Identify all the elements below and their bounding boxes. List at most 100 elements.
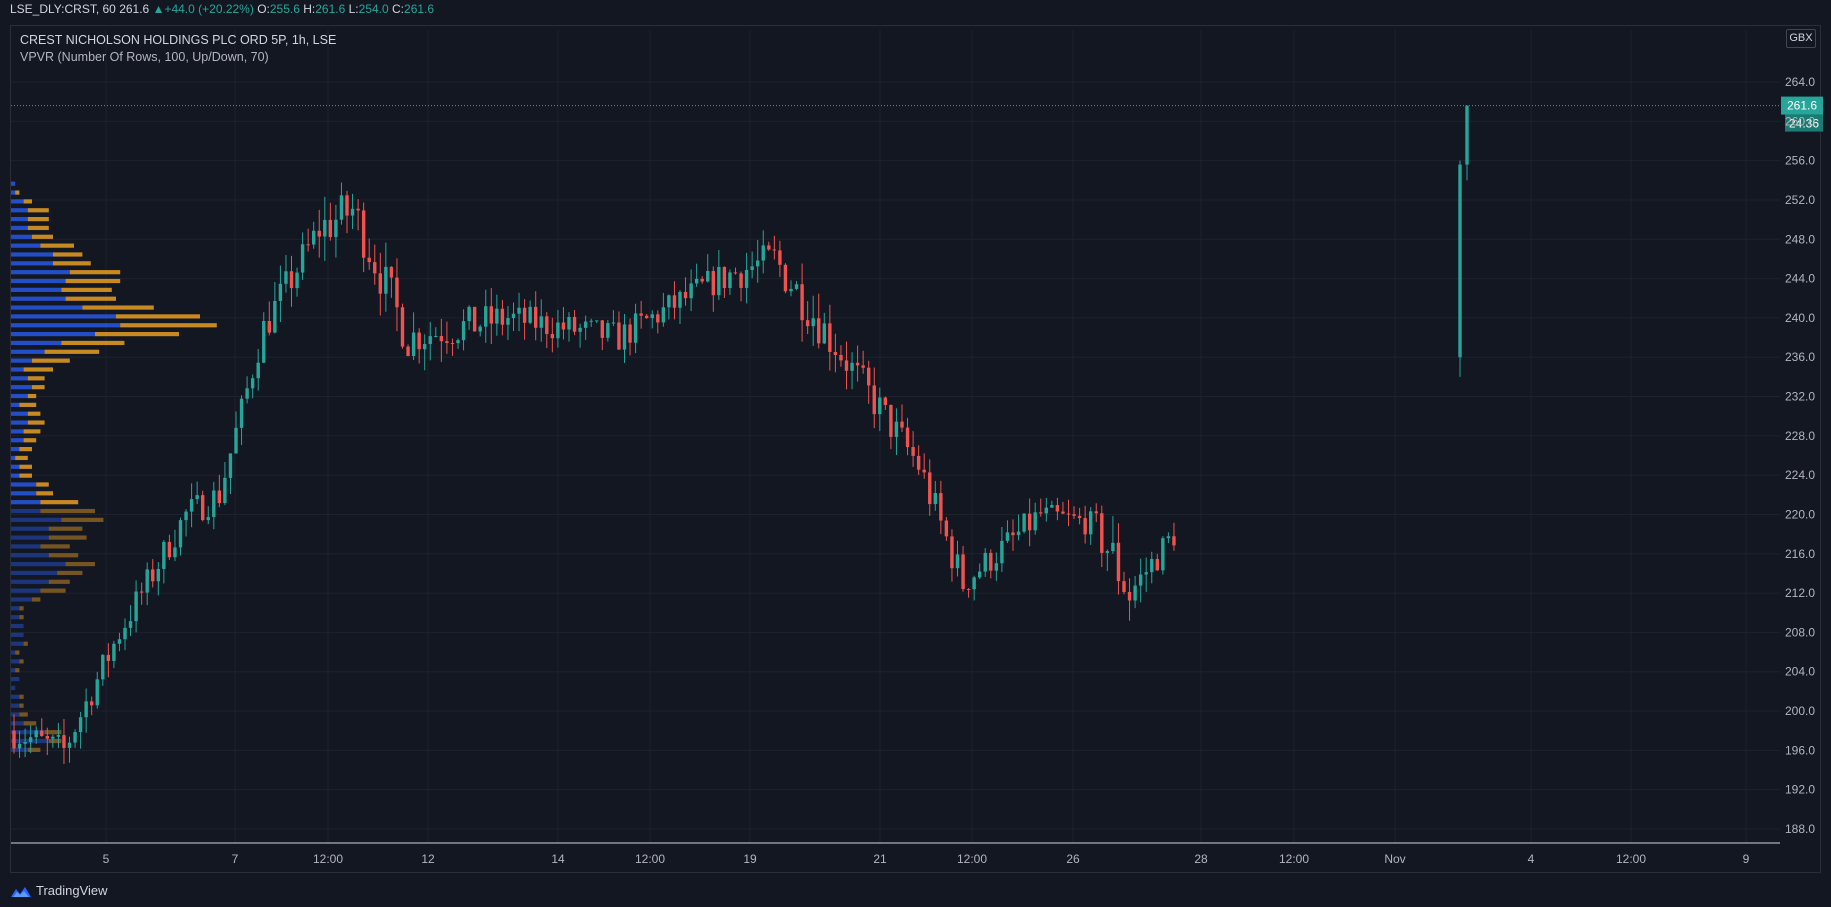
volume-row-up (11, 597, 32, 602)
volume-row-up (11, 393, 28, 399)
price-axis: 188.0 192.0 196.0 200.0 204.0 208.0 212.0 216.0… (1785, 75, 1815, 836)
candle-body (861, 365, 865, 368)
volume-row-down (82, 305, 154, 310)
volume-row-up (11, 385, 32, 390)
candle-body (406, 346, 410, 357)
price-tick-label: 240.0 (1785, 311, 1815, 325)
volume-row-down (19, 473, 32, 478)
candle-body (561, 322, 566, 330)
candle-body (955, 554, 960, 569)
volume-row-down (53, 261, 91, 266)
volume-row-down (27, 225, 49, 231)
candle-body (961, 554, 965, 590)
candle-body (500, 308, 505, 325)
high-label: H: (303, 2, 316, 16)
volume-row-down (27, 411, 41, 416)
candle-body (617, 322, 621, 350)
time-tick-label: 7 (232, 852, 239, 866)
candle-body (889, 405, 893, 437)
volume-row-down (32, 385, 45, 390)
candle-body (778, 250, 782, 265)
volume-profile (11, 181, 217, 752)
candle-body (123, 627, 127, 640)
volume-row-down (40, 508, 95, 514)
candle-body (1089, 511, 1093, 535)
tradingview-logo-icon (11, 886, 31, 897)
candle-body (1055, 505, 1060, 512)
candle-body (339, 195, 344, 220)
candle-body (395, 277, 399, 308)
volume-row-up (11, 473, 20, 478)
candle-body (84, 701, 88, 718)
candle-body (1094, 511, 1098, 514)
candle-body (267, 320, 271, 333)
candle-body (811, 318, 815, 327)
candle-body (900, 421, 904, 428)
candle-body (606, 323, 610, 338)
candle-body (145, 569, 149, 593)
last-price-text: 261.6 (1787, 99, 1817, 113)
volume-row-down (19, 712, 28, 717)
candle-body (1066, 513, 1071, 515)
volume-row-up (11, 402, 20, 407)
candle-body (1027, 513, 1032, 531)
candle-body (550, 333, 555, 339)
price-tick-label: 220.0 (1785, 507, 1815, 521)
candle-body (495, 308, 499, 324)
volume-row-down (23, 429, 41, 434)
candle-body (567, 316, 571, 330)
volume-row-up (11, 429, 24, 434)
volume-row-down (19, 659, 24, 664)
time-tick-label: 14 (551, 852, 565, 866)
candle-body (306, 244, 310, 246)
low-label: L: (348, 2, 359, 16)
candle-body (517, 307, 521, 314)
candle-body (328, 219, 333, 238)
candle-body (817, 318, 821, 344)
volume-row-down (15, 668, 20, 673)
candle-body (528, 306, 532, 323)
price-tick-label: 252.0 (1785, 193, 1815, 207)
indicator-label[interactable]: VPVR (Number Of Rows, 100, Up/Down, 70) (20, 50, 269, 64)
candle-body (489, 306, 493, 324)
volume-row-up (11, 606, 20, 611)
volume-row-up (11, 234, 32, 239)
symbol-title[interactable]: LSE_DLY:CRST, 60 (10, 2, 116, 16)
candle-body (805, 320, 810, 327)
price-tick-label: 200.0 (1785, 704, 1815, 718)
instrument-title[interactable]: CREST NICHOLSON HOLDINGS PLC ORD 5P, 1h,… (20, 33, 337, 47)
currency-badge[interactable]: GBX (1786, 29, 1816, 48)
candle-body (23, 741, 27, 744)
time-tick-label: 12:00 (1279, 852, 1309, 866)
candle-body (361, 210, 366, 258)
volume-row-up (11, 544, 41, 549)
volume-row-up (11, 305, 83, 310)
price-tick-label: 256.0 (1785, 154, 1815, 168)
candle-body (1016, 531, 1021, 536)
candle-body (928, 472, 932, 505)
candle-body (650, 314, 654, 319)
volume-row-down (57, 570, 83, 576)
brand-footer[interactable]: TradingView (10, 881, 108, 901)
candle-body (201, 495, 205, 521)
candle-body (572, 316, 577, 332)
volume-row-down (27, 208, 49, 213)
volume-row-down (19, 703, 24, 708)
volume-row-down (23, 721, 37, 726)
candle-body (1465, 105, 1469, 165)
candle-body (661, 307, 666, 323)
price-tick-label: 236.0 (1785, 350, 1815, 364)
candle-body (583, 321, 588, 328)
price-tick-label: 264.0 (1785, 75, 1815, 89)
volume-row-up (11, 570, 58, 576)
candle-body (722, 266, 727, 289)
countdown-badge (1785, 114, 1823, 132)
volume-row-down (27, 376, 45, 381)
candle-body (789, 288, 793, 292)
candle-body (228, 453, 233, 478)
candle-body (1072, 514, 1076, 516)
candle-body (1077, 515, 1082, 519)
candle-body (639, 313, 643, 316)
candle-body (545, 316, 549, 334)
